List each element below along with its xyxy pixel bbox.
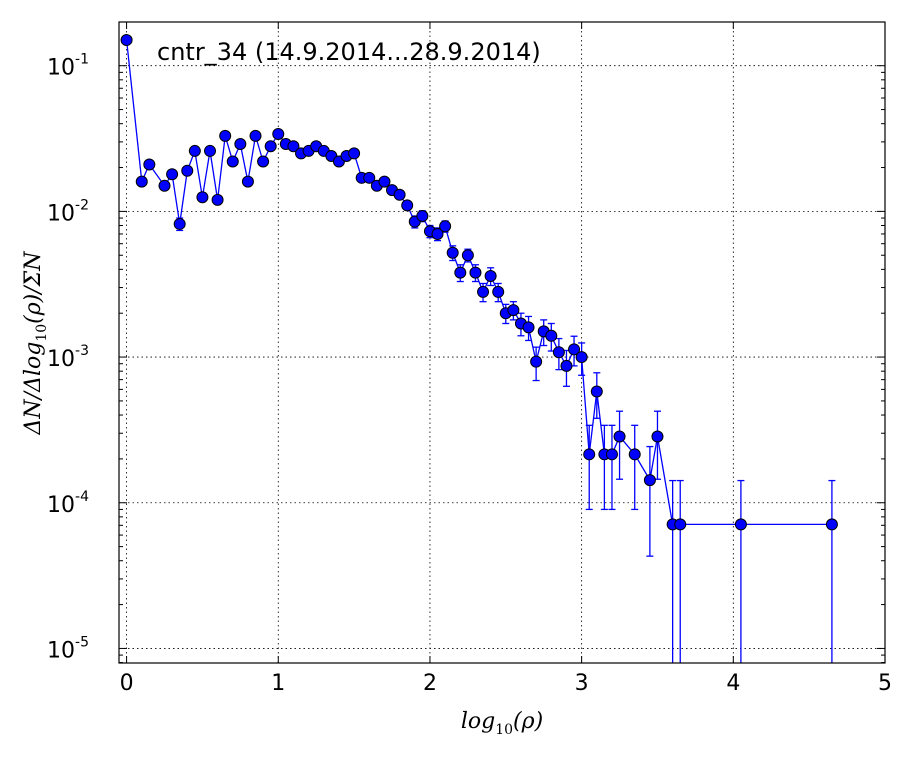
data-point: [492, 285, 505, 298]
y-tick-label: 10-4: [47, 489, 89, 518]
data-point: [272, 127, 285, 140]
data-point: [628, 448, 641, 461]
data-point: [363, 171, 376, 184]
data-point: [431, 227, 444, 240]
data-point: [181, 164, 194, 177]
y-tick-label: 10-3: [47, 343, 89, 372]
y-axis-label: ΔN/Δlog10(ρ)/ΣN: [21, 251, 50, 436]
data-point: [643, 474, 656, 487]
data-point: [734, 518, 747, 531]
data-point: [241, 175, 254, 188]
data-point: [196, 191, 209, 204]
data-point: [575, 351, 588, 364]
data-point: [439, 220, 452, 233]
x-tick-label: 4: [726, 671, 740, 696]
data-point: [613, 430, 626, 443]
data-point: [825, 518, 838, 531]
data-point: [590, 385, 603, 398]
data-point: [378, 175, 391, 188]
axis-ticks: 0 1 2 3 4 5 10-1 10-2 10-3 10-4 10-5: [47, 22, 892, 696]
plot-area: [119, 22, 885, 663]
data-point: [158, 179, 171, 192]
data-point: [507, 304, 520, 317]
data-point: [454, 266, 467, 279]
x-axis-label: log10(ρ): [461, 709, 543, 738]
data-point: [469, 266, 482, 279]
data-point: [522, 321, 535, 334]
data-point: [530, 355, 543, 368]
data-point: [484, 270, 497, 283]
data-point: [226, 155, 239, 168]
data-point: [173, 217, 186, 230]
x-tick-label: 1: [271, 671, 285, 696]
data-point: [204, 144, 217, 157]
data-point: [287, 140, 300, 153]
data-point: [234, 138, 247, 151]
plot-frame: [118, 21, 886, 664]
chart-title: cntr_34 (14.9.2014...28.9.2014): [157, 38, 541, 66]
y-tick-label: 10-2: [47, 197, 89, 226]
data-series: [120, 34, 838, 663]
data-point: [211, 193, 224, 206]
data-point: [257, 155, 270, 168]
data-point: [166, 168, 179, 181]
data-point: [651, 430, 664, 443]
data-point: [143, 158, 156, 171]
data-point: [583, 448, 596, 461]
y-axis-label-pre: ΔN/Δlog: [21, 342, 46, 436]
data-point: [416, 209, 429, 222]
x-tick-label: 0: [120, 671, 134, 696]
x-tick-label: 3: [575, 671, 589, 696]
x-axis-label-main: log: [461, 709, 495, 734]
data-point: [560, 359, 573, 372]
data-point: [446, 246, 459, 259]
y-tick-label: 10-1: [47, 52, 89, 81]
x-tick-label: 5: [878, 671, 892, 696]
data-point: [401, 199, 414, 212]
data-point: [568, 343, 581, 356]
data-point: [219, 129, 232, 142]
data-point: [348, 147, 361, 160]
x-tick-label: 2: [423, 671, 437, 696]
y-axis-label-sub: 10: [34, 324, 50, 342]
data-point: [674, 518, 687, 531]
data-point: [120, 34, 133, 47]
data-point: [477, 285, 490, 298]
data-point: [249, 129, 262, 142]
x-axis-label-tail: (ρ): [513, 709, 543, 734]
data-point: [545, 329, 558, 342]
x-axis-label-sub: 10: [495, 722, 513, 738]
data-point: [461, 249, 474, 262]
data-point: [135, 175, 148, 188]
data-point: [264, 140, 277, 153]
data-point: [393, 188, 406, 201]
data-point: [188, 144, 201, 157]
y-tick-label: 10-5: [47, 634, 89, 663]
data-point: [552, 346, 565, 359]
data-point: [605, 448, 618, 461]
y-axis-label-post: (ρ)/ΣN: [21, 251, 46, 324]
